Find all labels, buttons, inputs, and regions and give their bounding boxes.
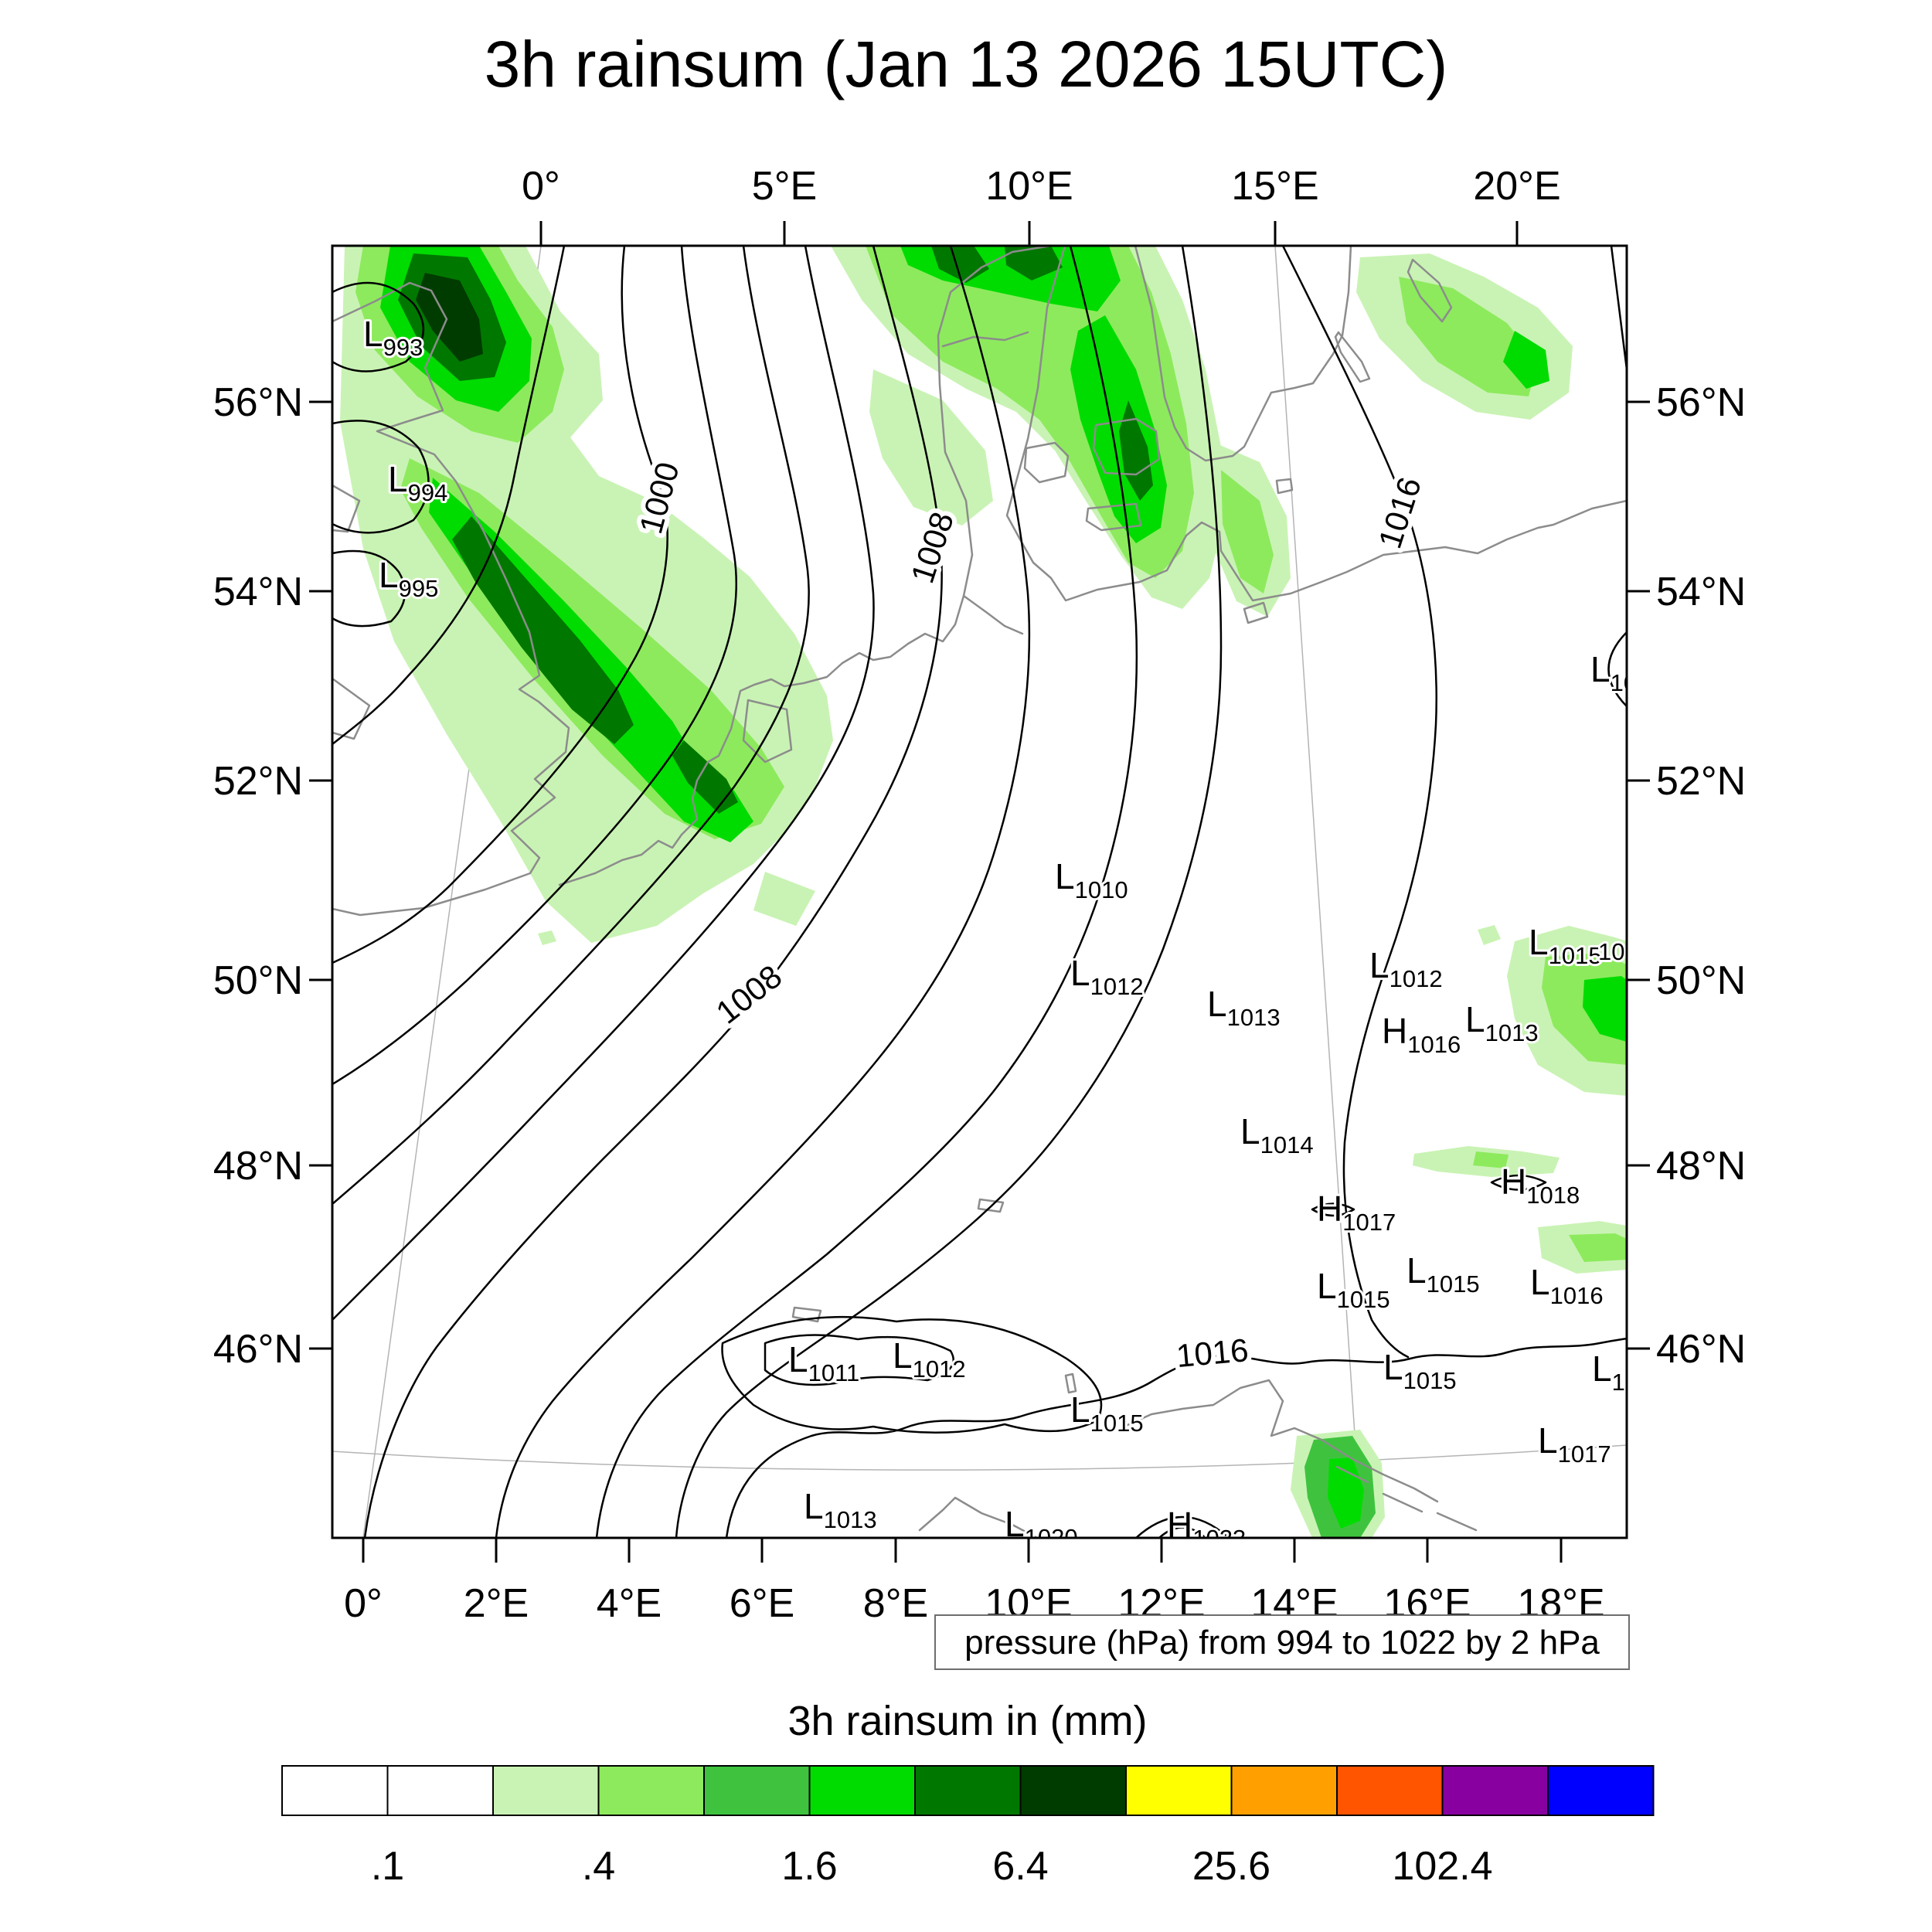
pressure-caption-text: pressure (hPa) from 994 to 1022 by 2 hPa [964, 1624, 1600, 1662]
axis-tick-label-bottom: 8°E [863, 1581, 928, 1626]
colorbar-box [1125, 1765, 1233, 1816]
page-title: 3h rainsum (Jan 13 2026 15UTC) [485, 28, 1448, 100]
coastline-islands-lakes [742, 258, 1453, 1394]
contour-label: 1016 [1175, 1332, 1250, 1374]
axis-ticks [309, 221, 1650, 1563]
pressure-center-label: L1015 [1070, 1389, 1144, 1437]
colorbar-box [914, 1765, 1022, 1816]
pressure-center-label: L1013 [804, 1486, 877, 1533]
pressure-center-label: L1012 [893, 1335, 966, 1383]
pressure-center-label: L1014 [1240, 1111, 1314, 1158]
colorbar-box [281, 1765, 389, 1816]
pressure-center-label: 10 [1598, 938, 1624, 965]
pressure-center-label: L1010 [1055, 856, 1128, 903]
map: 1000 1008 1016 1008 1016 L993 L994 L995 … [331, 244, 1638, 1552]
axis-tick-label-right: 46°N [1656, 1327, 1746, 1372]
pressure-center-label: H1018 [1501, 1162, 1580, 1209]
colorbar-box [492, 1765, 600, 1816]
map-frame [331, 244, 1628, 1539]
axis-tick-label-top: 20°E [1473, 164, 1560, 209]
pressure-center-label: L10 [1590, 649, 1637, 696]
pressure-center-label: L1011 [788, 1339, 859, 1386]
axis-tick-label-right: 56°N [1656, 380, 1746, 425]
axis-tick-label-right: 50°N [1656, 958, 1746, 1003]
colorbar-box [1230, 1765, 1338, 1816]
colorbar-box [386, 1765, 494, 1816]
axis-tick-label-top: 0° [522, 164, 560, 209]
axis-tick-label-right: 48°N [1656, 1144, 1746, 1189]
pressure-center-label: H1023 [1167, 1505, 1246, 1552]
pressure-center-label: H1016 [1382, 1011, 1461, 1058]
colorbar-tick-label: 6.4 [992, 1844, 1048, 1889]
colorbar-tick-label: .4 [582, 1844, 615, 1889]
pressure-center-label: L993 [363, 314, 423, 361]
pressure-center-label: L1015 [1529, 922, 1602, 969]
colorbar-box [1441, 1765, 1549, 1816]
pressure-center-label: L1013 [1465, 999, 1539, 1046]
axis-tick-label-left: 52°N [213, 759, 303, 804]
colorbar-box [1336, 1765, 1444, 1816]
pressure-center-label: L1017 [1538, 1420, 1611, 1468]
pressure-center-label: L995 [379, 555, 438, 602]
colorbar-tick-label: 102.4 [1392, 1844, 1492, 1889]
axis-tick-label-bottom: 0° [344, 1581, 383, 1626]
pressure-center-label: L994 [388, 459, 447, 506]
axis-tick-label-bottom: 2°E [464, 1581, 529, 1626]
rain-patch-level5 [398, 246, 1153, 814]
colorbar-tick-label: .1 [371, 1844, 404, 1889]
axis-tick-label-right: 54°N [1656, 570, 1746, 614]
colorbar-tick-label: 25.6 [1192, 1844, 1270, 1889]
axis-tick-label-left: 54°N [213, 570, 303, 614]
pressure-center-label: L1012 [1070, 953, 1144, 1000]
pressure-center-label: H1017 [1317, 1189, 1396, 1236]
axis-tick-label-top: 15°E [1231, 164, 1318, 209]
colorbar-box [703, 1765, 811, 1816]
pressure-center-label: L1015 [1406, 1250, 1480, 1298]
pressure-center-label: L1013 [1207, 984, 1281, 1031]
pressure-center-label: L1015 [1383, 1347, 1457, 1394]
rain-patch-level4 [380, 246, 1627, 1529]
rain-patch-level1 [340, 246, 1627, 1538]
axis-tick-label-bottom: 4°E [597, 1581, 662, 1626]
coastline-mainland [332, 246, 1627, 1538]
pressure-caption-box [934, 1614, 1630, 1670]
pressure-caption: pressure (hPa) from 994 to 1022 by 2 hPa [934, 1614, 1630, 1670]
pressure-contour-lines [332, 246, 1627, 1538]
pressure-center-label: L1012 [1369, 945, 1443, 992]
axis-tick-label-left: 46°N [213, 1327, 303, 1372]
pressure-center-label: L10 [1592, 1349, 1638, 1396]
colorbar-box [1547, 1765, 1655, 1816]
axis-tick-label-left: 56°N [213, 380, 303, 425]
rainsum-colorbar: .1 .4 1.6 6.4 25.6 102.4 [281, 1765, 1655, 1889]
colorbar-box [1019, 1765, 1127, 1816]
axis-tick-label-left: 50°N [213, 958, 303, 1003]
axis-tick-label-left: 48°N [213, 1144, 303, 1189]
axis-tick-label-right: 52°N [1656, 759, 1746, 804]
legend-title: 3h rainsum in (mm) [787, 1698, 1147, 1744]
axis-tick-label-top: 5°E [752, 164, 817, 209]
colorbar-box [808, 1765, 916, 1816]
colorbar-tick-label: 1.6 [781, 1844, 837, 1889]
pressure-center-label: L1020 [1005, 1504, 1078, 1551]
pressure-center-label: L1016 [1530, 1262, 1604, 1309]
axis-tick-label-top: 10°E [985, 164, 1073, 209]
pressure-center-label: L1015 [1317, 1266, 1390, 1313]
axis-tick-label-bottom: 6°E [730, 1581, 794, 1626]
colorbar-box [597, 1765, 705, 1816]
